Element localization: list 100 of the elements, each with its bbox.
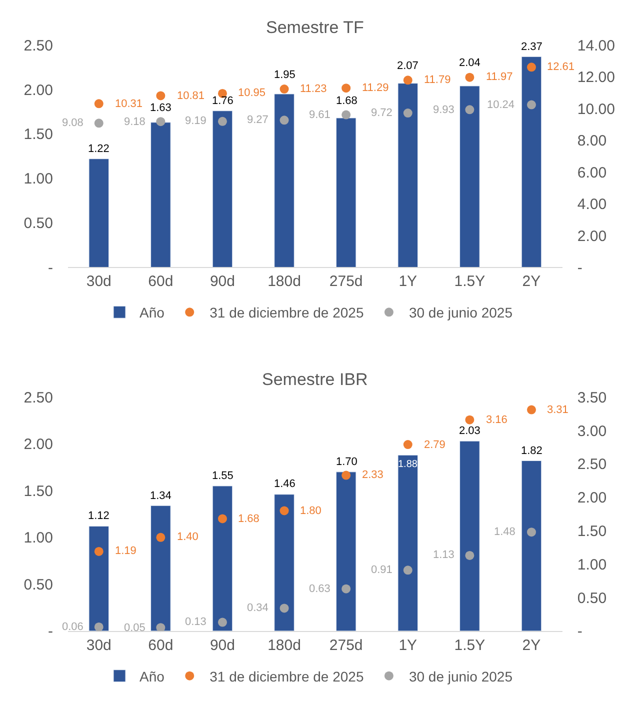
bar — [212, 110, 233, 268]
legend-label: Año — [140, 668, 165, 684]
y2-tick-label: 1.50 — [577, 522, 607, 540]
data-label: 1.63 — [150, 102, 172, 114]
data-label: 0.63 — [309, 583, 330, 595]
bar — [398, 454, 418, 631]
data-label: 1.46 — [274, 478, 296, 490]
data-label: 0.06 — [62, 621, 84, 633]
legend-label: 30 de junio 2025 — [408, 668, 513, 684]
data-label: 11.29 — [362, 82, 389, 94]
data-label: 1.12 — [88, 510, 110, 522]
point — [94, 546, 104, 556]
point — [218, 116, 227, 126]
y2-tick-label: - — [577, 623, 582, 640]
data-label: 12.61 — [547, 61, 575, 73]
point — [526, 405, 536, 414]
y2-tick-label: - — [577, 259, 582, 276]
y2-tick-label: 1.00 — [577, 556, 607, 574]
bar — [88, 158, 110, 268]
point — [218, 618, 227, 627]
data-label: 0.91 — [371, 564, 392, 576]
y2-tick-label: 10.00 — [577, 100, 615, 118]
data-label: 2.04 — [459, 57, 480, 69]
y-tick-label: 2.50 — [24, 37, 53, 54]
data-label: 2.03 — [459, 425, 480, 437]
y-tick-label: 0.50 — [24, 215, 53, 232]
point — [280, 506, 289, 516]
point — [526, 62, 536, 72]
legend-label: Año — [140, 304, 165, 321]
point — [94, 622, 104, 632]
data-label: 10.81 — [177, 90, 205, 102]
point — [465, 105, 474, 114]
data-label: 9.93 — [433, 104, 454, 116]
point — [465, 415, 474, 424]
y-tick-label: 1.00 — [24, 170, 53, 188]
x-tick-label: 2Y — [522, 273, 541, 290]
data-label: 1.95 — [274, 69, 296, 81]
x-tick-label: 1Y — [398, 636, 418, 654]
x-tick-label: 2Y — [522, 636, 541, 654]
x-tick-label: 180d — [268, 273, 301, 290]
bar — [274, 94, 294, 268]
data-label: 2.37 — [521, 41, 542, 53]
data-label: 3.31 — [547, 404, 568, 416]
point — [94, 99, 104, 108]
point — [342, 470, 351, 480]
x-tick-label: 1.5Y — [454, 273, 486, 290]
data-label: 10.31 — [115, 98, 143, 110]
data-label: 10.24 — [487, 99, 515, 111]
point — [342, 84, 351, 93]
y2-tick-label: 4.00 — [577, 196, 607, 214]
bar — [212, 486, 233, 631]
chart-title: Semestre IBR — [262, 370, 368, 389]
point — [342, 584, 351, 594]
data-label: 0.13 — [185, 616, 206, 628]
y2-tick-label: 2.00 — [577, 228, 607, 245]
y2-tick-label: 8.00 — [577, 132, 607, 150]
y2-tick-label: 3.00 — [577, 422, 607, 440]
bar — [274, 494, 294, 631]
point — [94, 118, 104, 128]
bar — [398, 83, 418, 268]
data-label: 1.76 — [212, 95, 234, 107]
data-label: 1.22 — [88, 143, 110, 155]
data-label: 1.80 — [300, 505, 322, 517]
y-tick-label: - — [48, 259, 53, 276]
y-tick-label: 2.50 — [24, 389, 53, 406]
bar — [336, 472, 356, 631]
point — [280, 84, 289, 94]
data-label: 11.97 — [486, 71, 513, 83]
legend-label: 30 de junio 2025 — [408, 304, 513, 321]
point — [280, 604, 289, 613]
legend-label: 31 de diciembre de 2025 — [210, 304, 364, 321]
y2-tick-label: 14.00 — [577, 37, 615, 54]
legend-label: 31 de diciembre de 2025 — [210, 668, 364, 684]
data-label: 1.19 — [115, 545, 136, 557]
data-label: 0.34 — [247, 602, 268, 614]
point — [280, 116, 289, 125]
data-label: 2.33 — [362, 469, 384, 481]
x-tick-label: 60d — [148, 636, 174, 654]
data-label: 2.07 — [397, 60, 418, 72]
point — [403, 76, 412, 85]
data-label: 1.13 — [433, 549, 454, 561]
y-tick-label: 1.00 — [24, 530, 53, 547]
bar — [336, 118, 356, 268]
bar — [460, 440, 480, 631]
point — [218, 514, 227, 524]
data-label: 3.16 — [486, 414, 508, 426]
point — [465, 72, 474, 82]
data-label: 1.82 — [521, 445, 542, 457]
bar — [521, 460, 542, 631]
y-tick-label: 2.00 — [24, 82, 53, 99]
data-label: 0.05 — [124, 622, 146, 634]
x-tick-label: 90d — [210, 636, 235, 654]
point — [156, 117, 166, 126]
data-label: 1.68 — [238, 513, 260, 525]
point — [156, 623, 166, 632]
y-tick-label: - — [48, 623, 53, 640]
y-tick-label: 0.50 — [24, 576, 53, 594]
bar — [460, 86, 480, 268]
y-tick-label: 2.00 — [24, 436, 53, 454]
x-tick-label: 90d — [210, 273, 235, 290]
